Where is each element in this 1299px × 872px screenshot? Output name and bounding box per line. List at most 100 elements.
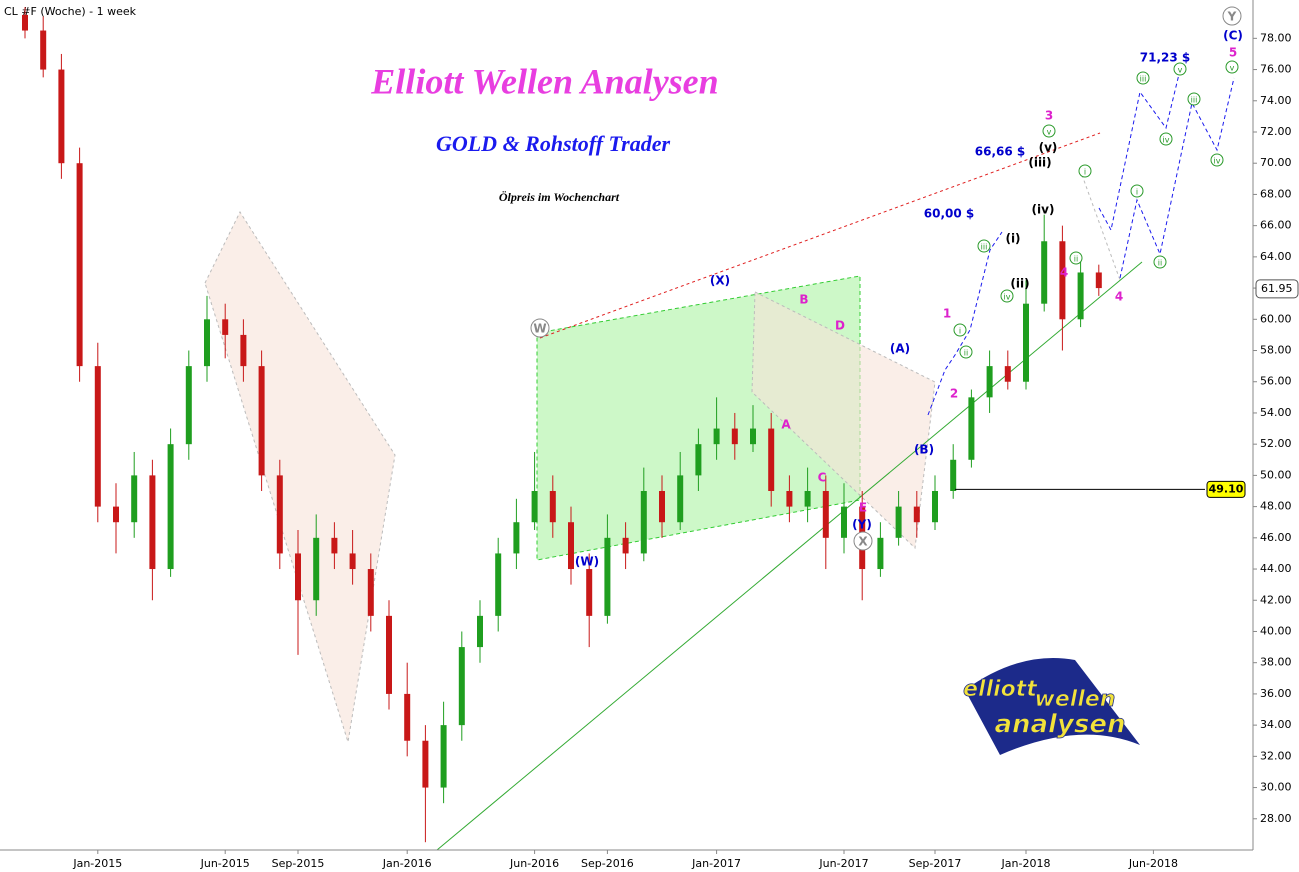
candle-body [713, 428, 720, 445]
candle-body [331, 537, 338, 554]
wave-label: 4 [1060, 266, 1068, 280]
wave-label: (Y) [852, 518, 872, 532]
wave-label: C [818, 471, 827, 485]
y-tick-label: 32.00 [1260, 749, 1292, 762]
wave-label: X [858, 535, 868, 549]
wave-label: 5 [1229, 46, 1237, 60]
chart-title: Elliott Wellen Analysen [370, 61, 718, 101]
y-tick-label: 52.00 [1260, 437, 1292, 450]
y-tick-label: 66.00 [1260, 219, 1292, 232]
candle-body [458, 647, 465, 726]
candle-body [185, 366, 192, 445]
wave-label: ii [964, 349, 968, 358]
x-tick-label: Sep-2016 [581, 857, 634, 870]
x-tick-label: Jun-2017 [818, 857, 868, 870]
y-tick-label: 40.00 [1260, 624, 1292, 637]
wave-label: 71,23 $ [1140, 51, 1190, 65]
y-tick-label: 76.00 [1260, 63, 1292, 76]
candle-body [477, 615, 483, 648]
wave-circle [1222, 6, 1242, 26]
projection [1098, 69, 1181, 232]
y-tick-label: 48.00 [1260, 500, 1292, 513]
wave-label: (iv) [1032, 203, 1055, 217]
wave-label: ii [1074, 255, 1078, 264]
wave-circle [1069, 251, 1083, 265]
candle-body [677, 475, 684, 523]
candle-body [768, 428, 775, 491]
candle-body [40, 30, 47, 70]
y-tick-label: 58.00 [1260, 344, 1292, 357]
candle-body [568, 522, 574, 570]
wave-label: (C) [1223, 29, 1243, 43]
wave-label: 60,00 $ [924, 207, 974, 221]
wave-label: v [1047, 128, 1052, 137]
wave-label: 2 [950, 387, 958, 401]
wave-circle [1187, 92, 1201, 106]
candle-body [804, 490, 811, 507]
y-tick-label: 44.00 [1260, 562, 1292, 575]
symbol: CL #F (Woche) - 1 week [4, 5, 137, 18]
candle-body [1095, 272, 1102, 289]
candle-body [440, 725, 447, 788]
candle-body [531, 490, 538, 523]
candle-body [549, 490, 556, 523]
wave-label: (X) [710, 274, 730, 288]
candle-body [750, 428, 756, 445]
wave-circle [1225, 60, 1239, 74]
candle-body [367, 569, 374, 616]
candle-body [622, 537, 629, 554]
wave-label: A [781, 418, 791, 432]
projection [1119, 77, 1235, 279]
wave-label: 66,66 $ [975, 145, 1025, 159]
x-tick-label: Jun-2018 [1128, 857, 1178, 870]
y-tick-label: 28.00 [1260, 812, 1292, 825]
wave-circle [853, 531, 873, 551]
wave-label: iii [1191, 96, 1198, 105]
wave-circle [1078, 164, 1092, 178]
caption: Ölpreis im Wochenchart [499, 190, 620, 204]
candle-body [877, 537, 884, 570]
projection [927, 231, 1003, 416]
candle-body [204, 319, 210, 367]
candle-body [659, 490, 665, 523]
candle-body [968, 397, 975, 460]
x-tick-label: Jan-2018 [1001, 857, 1051, 870]
wave-circle [1153, 255, 1167, 269]
x-tick-label: Sep-2015 [272, 857, 325, 870]
wave-circle [1136, 71, 1150, 85]
candle-body [913, 506, 920, 523]
wave-label: v [1178, 66, 1183, 75]
candle-body [167, 444, 174, 570]
wave-label: (i) [1005, 232, 1020, 246]
y-tick-label: 56.00 [1260, 375, 1292, 388]
candle-body [422, 740, 429, 788]
wave-label: 1 [943, 307, 951, 321]
y-tick-label: 38.00 [1260, 656, 1292, 669]
wave-label: (W) [575, 555, 599, 569]
wave-label: (ii) [1010, 277, 1029, 291]
candle-body [731, 428, 738, 445]
wave-circle [530, 318, 550, 338]
wave-label: B [799, 293, 808, 307]
candle-body [950, 459, 957, 491]
wave-circle [1130, 184, 1144, 198]
candle-body [149, 475, 156, 570]
candle-body [1059, 241, 1066, 320]
projection [1081, 174, 1121, 281]
wave-label: v [1230, 64, 1235, 73]
y-tick-label: 74.00 [1260, 94, 1292, 107]
y-tick-label: 70.00 [1260, 156, 1292, 169]
wave-label: (A) [890, 342, 910, 356]
candle-body [240, 334, 247, 367]
price-label: 49.10 [1209, 482, 1244, 495]
y-tick-label: 72.00 [1260, 125, 1292, 138]
subtitle: GOLD & Rohstoff Trader [436, 131, 671, 156]
y-tick-label: 46.00 [1260, 531, 1292, 544]
wave-label: iv [1004, 293, 1011, 302]
channel-brown [751, 291, 936, 550]
candle-body [1023, 303, 1029, 382]
wave-label: (iii) [1028, 156, 1051, 170]
candle-body [94, 366, 101, 507]
wave-circle [959, 345, 973, 359]
